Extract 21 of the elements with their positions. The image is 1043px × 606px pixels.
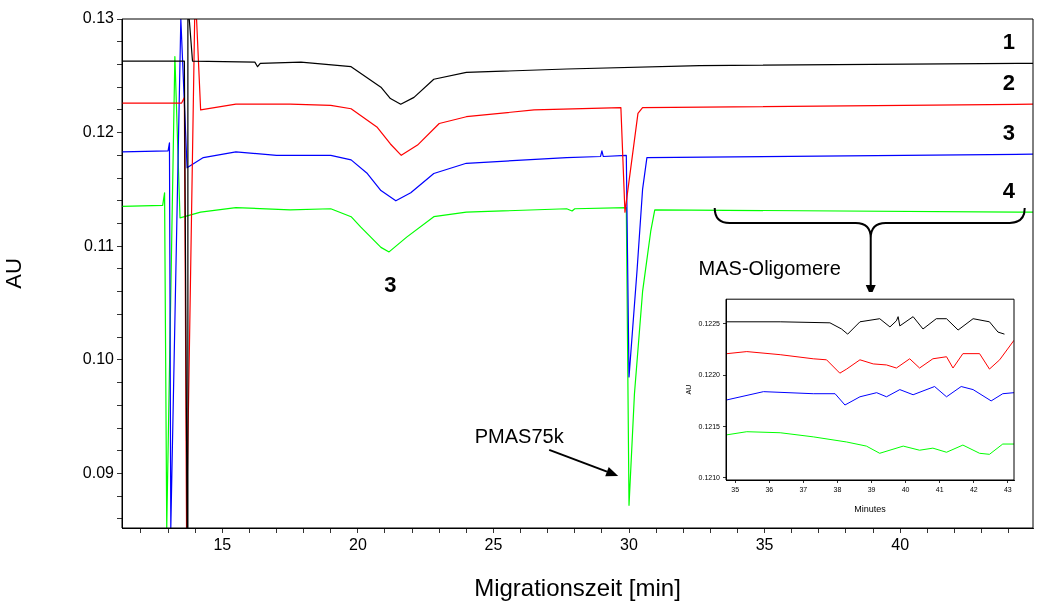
x-tick-label: 30 xyxy=(620,536,639,554)
y-axis-title: AU xyxy=(1,258,27,289)
series-label: 4 xyxy=(1002,178,1016,204)
x-axis-title: Minutes xyxy=(854,504,887,515)
x-tick-label: 40 xyxy=(891,536,910,554)
y-tick-label: 0.11 xyxy=(84,236,115,254)
x-tick-label: 20 xyxy=(348,536,367,554)
x-tick-label: 15 xyxy=(213,536,232,554)
annotation: PMAS75k xyxy=(474,425,565,448)
x-axis-title: Migrationszeit [min] xyxy=(474,574,681,602)
y-tick-label: 0.13 xyxy=(82,9,115,27)
x-tick-label: 35 xyxy=(755,536,774,554)
series-label: 1 xyxy=(1002,29,1015,55)
annotation: 3 xyxy=(384,271,397,297)
annotation: MAS-Oligomere xyxy=(698,257,841,280)
series-label: 2 xyxy=(1002,70,1015,96)
x-tick-label: 25 xyxy=(484,536,503,554)
y-tick-label: 0.09 xyxy=(82,463,115,481)
y-tick-label: 0.10 xyxy=(82,350,115,368)
y-tick-label: 0.12 xyxy=(82,123,115,141)
series-label: 3 xyxy=(1002,120,1015,146)
